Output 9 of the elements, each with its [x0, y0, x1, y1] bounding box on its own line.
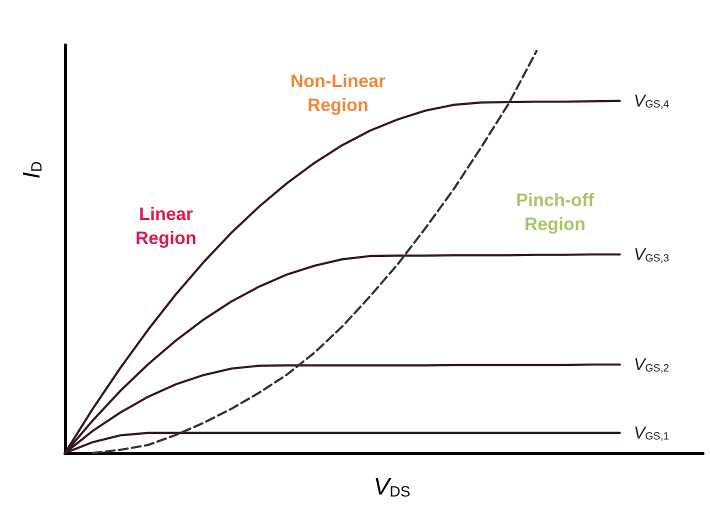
x-axis-title: VDS	[374, 474, 410, 500]
series-label: VGS,1	[634, 423, 670, 443]
annotation: Pinch-off Region	[516, 190, 595, 234]
annotation: Non-Linear Region	[290, 71, 386, 115]
annotation: Linear Region	[136, 204, 196, 248]
series-label: VGS,2	[634, 355, 670, 374]
y-axis-title: ID	[18, 161, 46, 179]
series-label: VGS,4	[634, 91, 670, 111]
series-label: VGS,3	[634, 244, 670, 264]
